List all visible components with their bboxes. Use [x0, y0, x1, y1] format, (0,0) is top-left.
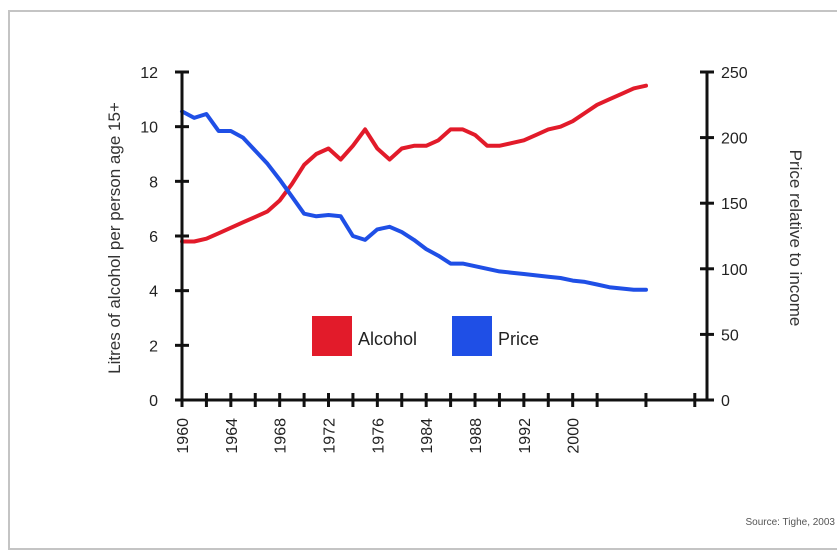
legend: Alcohol Price: [312, 316, 539, 356]
series-line-alcohol: [182, 86, 646, 242]
x-tick-label: 1968: [273, 418, 290, 454]
series-line-price: [182, 111, 646, 289]
x-tick-label: 1964: [224, 418, 241, 454]
right-tick-label: 150: [721, 196, 748, 213]
left-tick-label: 12: [140, 65, 158, 82]
x-tick-label: 1976: [370, 418, 387, 454]
right-tick-label: 0: [721, 393, 730, 410]
source-note: Source: Tighe, 2003: [745, 517, 835, 528]
x-tick-label: 1992: [517, 418, 534, 454]
left-tick-label: 0: [149, 393, 158, 410]
legend-label-alcohol: Alcohol: [358, 329, 417, 349]
right-tick-label: 100: [721, 262, 748, 279]
x-tick-label: 1984: [419, 418, 436, 454]
x-tick-label: 1972: [322, 418, 339, 454]
right-tick-label: 200: [721, 131, 748, 148]
left-y-axis-title: Litres of alcohol per person age 15+: [105, 102, 124, 374]
left-tick-label: 2: [149, 338, 158, 355]
legend-swatch-price: [452, 316, 492, 356]
left-tick-label: 8: [149, 174, 158, 191]
legend-label-price: Price: [498, 329, 539, 349]
left-tick-label: 10: [140, 120, 158, 137]
legend-swatch-alcohol: [312, 316, 352, 356]
x-tick-label: 2000: [566, 418, 583, 454]
x-tick-label: 1988: [468, 418, 485, 454]
x-tick-label: 1960: [175, 418, 192, 454]
right-tick-label: 50: [721, 327, 739, 344]
series-lines: [182, 86, 646, 290]
left-tick-label: 4: [149, 284, 158, 301]
axes: [182, 72, 707, 400]
left-tick-label: 6: [149, 229, 158, 246]
right-y-axis-title: Price relative to income: [786, 150, 805, 327]
right-tick-label: 250: [721, 65, 748, 82]
